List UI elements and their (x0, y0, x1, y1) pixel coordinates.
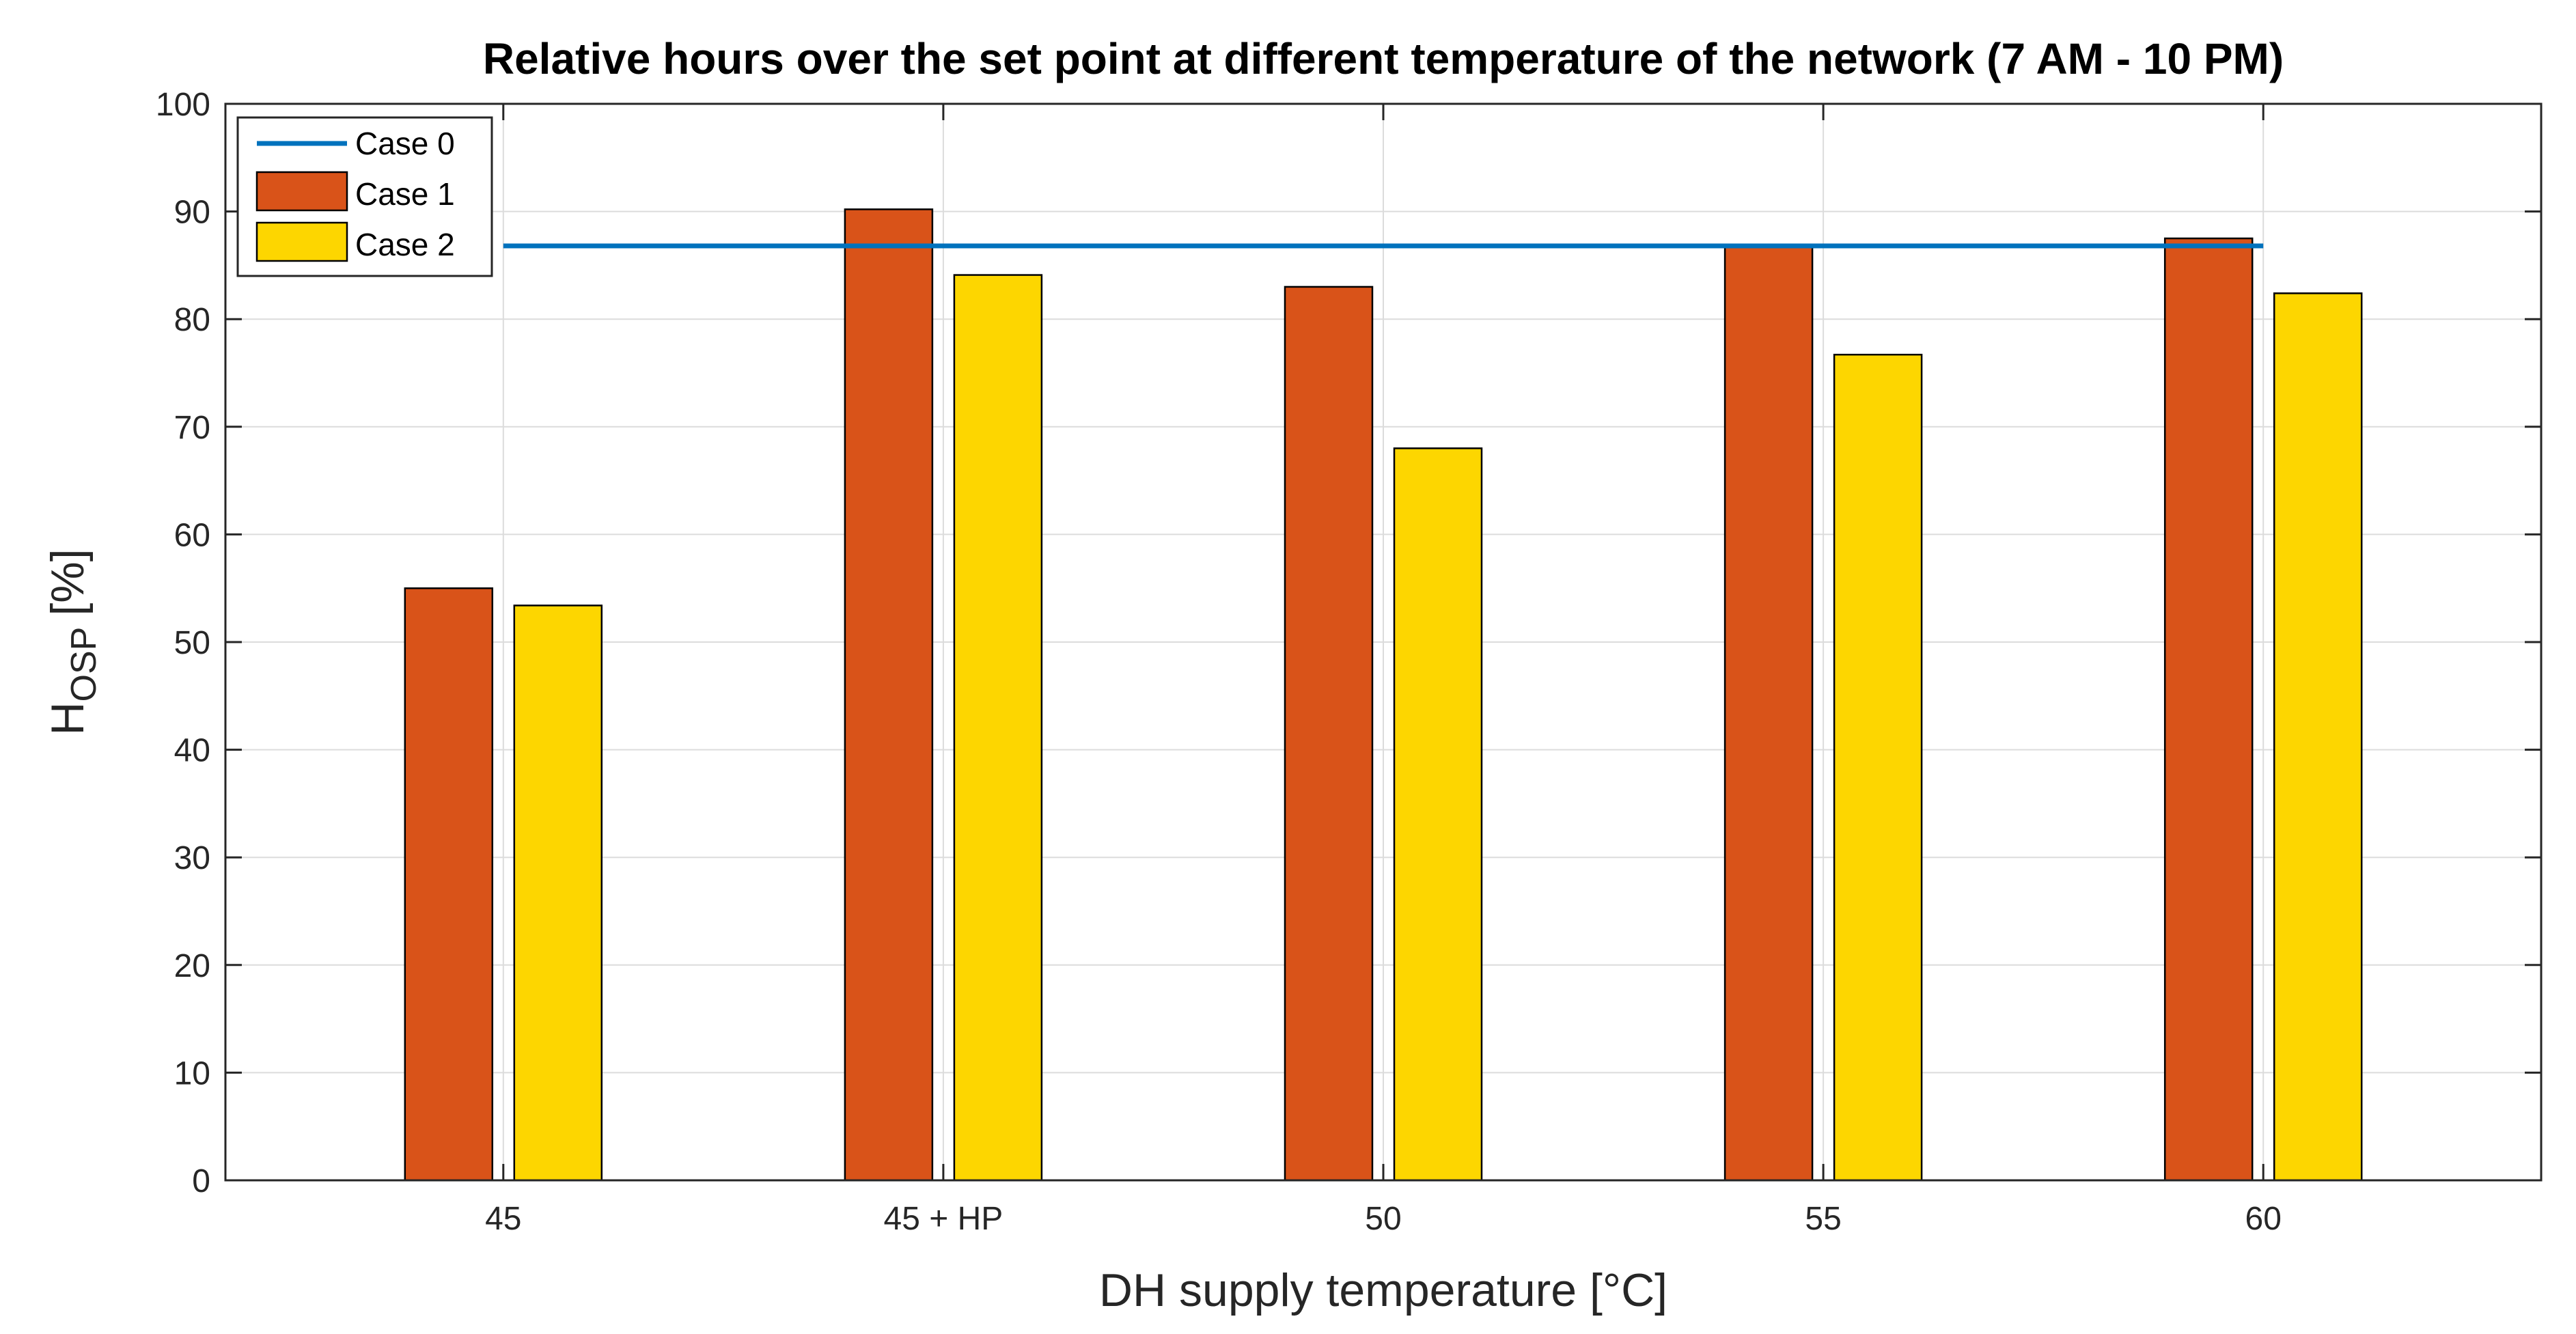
bar-case-2 (513, 605, 603, 1182)
chart-title: Relative hours over the set point at dif… (483, 34, 2284, 83)
legend-label-case-2: Case 2 (355, 227, 455, 262)
y-axis-label: HOSP [%] (42, 548, 104, 735)
y-tick-label: 40 (174, 733, 210, 769)
x-axis-label: DH supply temperature [°C] (1099, 1264, 1667, 1316)
bar-case-1 (2163, 237, 2254, 1182)
bar-case-1 (844, 208, 934, 1182)
y-tick-label: 20 (174, 948, 210, 984)
y-tick-label: 60 (174, 517, 210, 553)
legend-swatch-case-2 (255, 221, 348, 262)
y-axis-label-unit: [%] (42, 548, 94, 615)
bar-case-2 (953, 274, 1043, 1182)
y-tick-label: 80 (174, 302, 210, 338)
bar-case-1 (1284, 286, 1374, 1182)
grid-layer (225, 104, 2541, 1180)
bar-case-1 (1723, 245, 1814, 1182)
y-tick-label: 90 (174, 195, 210, 231)
y-axis-label-subscript: OSP (64, 627, 104, 702)
legend: Case 0 Case 1 Case 2 (236, 116, 493, 277)
x-tick-label: 60 (2245, 1201, 2282, 1237)
bar-case-2 (1393, 447, 1483, 1182)
y-tick-label: 50 (174, 625, 210, 661)
y-tick-label: 10 (174, 1055, 210, 1092)
y-tick-label: 100 (156, 87, 210, 123)
bar-case-1 (404, 587, 494, 1182)
x-tick-label: 45 (485, 1201, 521, 1237)
y-tick-label: 70 (174, 410, 210, 446)
y-axis-label-main: H (42, 701, 94, 735)
x-tick-label: 55 (1805, 1201, 1841, 1237)
bar-case-2 (1833, 353, 1923, 1182)
bar-layer (404, 208, 2363, 1182)
x-tick-label: 45 + HP (884, 1201, 1003, 1237)
legend-label-case-1: Case 1 (355, 176, 455, 212)
legend-label-case-0: Case 0 (355, 126, 455, 161)
x-tick-label: 50 (1365, 1201, 1401, 1237)
tick-layer: 0 10 20 30 40 50 60 70 80 90 100 45 45 + HP 50 55 60 (156, 87, 2541, 1237)
legend-swatch-case-1 (255, 171, 348, 212)
bar-case-2 (2273, 292, 2363, 1182)
y-tick-label: 0 (192, 1163, 210, 1199)
y-tick-label: 30 (174, 840, 210, 876)
